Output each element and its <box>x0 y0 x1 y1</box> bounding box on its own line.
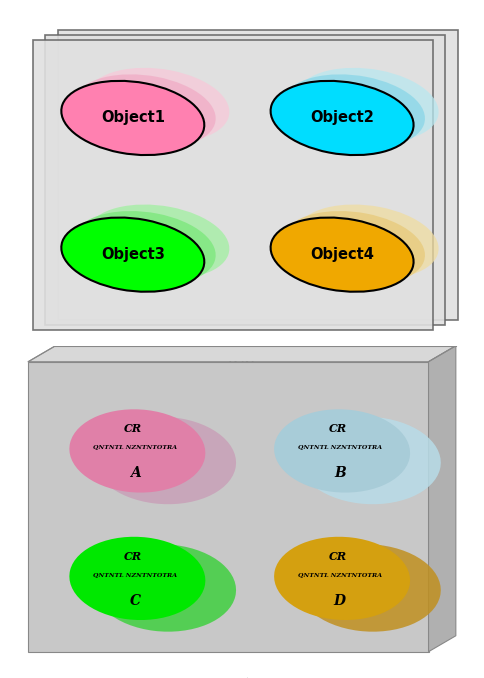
Ellipse shape <box>271 81 414 155</box>
FancyBboxPatch shape <box>58 30 458 320</box>
Ellipse shape <box>73 211 216 285</box>
Text: ƒØƒ: ƒØƒ <box>227 356 257 374</box>
Text: QNTNTL NZNTNTΟTRA: QNTNTL NZNTNTΟTRA <box>93 573 177 578</box>
FancyBboxPatch shape <box>28 362 428 652</box>
Ellipse shape <box>73 75 216 148</box>
FancyBboxPatch shape <box>45 35 445 325</box>
Ellipse shape <box>298 417 441 504</box>
Ellipse shape <box>274 537 410 620</box>
Ellipse shape <box>61 218 204 292</box>
Ellipse shape <box>274 410 410 493</box>
Ellipse shape <box>271 218 414 292</box>
Text: Object3: Object3 <box>101 247 165 262</box>
Text: Object2: Object2 <box>310 111 374 125</box>
Ellipse shape <box>93 417 236 504</box>
Polygon shape <box>28 346 456 362</box>
Text: D: D <box>334 594 346 607</box>
Text: B: B <box>334 466 346 480</box>
Text: CR: CR <box>329 551 347 561</box>
Ellipse shape <box>282 211 425 285</box>
Ellipse shape <box>61 81 204 155</box>
Ellipse shape <box>86 205 229 279</box>
Text: A: A <box>130 466 140 480</box>
Ellipse shape <box>69 410 205 493</box>
Text: QNTNTL NZNTNTΟTRA: QNTNTL NZNTNTΟTRA <box>93 445 177 450</box>
FancyBboxPatch shape <box>33 40 433 330</box>
Text: CR: CR <box>124 551 142 561</box>
Ellipse shape <box>69 537 205 620</box>
Ellipse shape <box>298 544 441 632</box>
Text: CR: CR <box>124 423 142 434</box>
Ellipse shape <box>296 205 439 279</box>
Text: QNTNTL NZNTNTΟTRA: QNTNTL NZNTNTΟTRA <box>298 445 382 450</box>
Text: QNTNTL NZNTNTΟTRA: QNTNTL NZNTNTΟTRA <box>298 573 382 578</box>
Ellipse shape <box>282 75 425 148</box>
Text: CR: CR <box>329 423 347 434</box>
Text: Object4: Object4 <box>310 247 374 262</box>
Text: Object1: Object1 <box>101 111 165 125</box>
Polygon shape <box>428 346 456 652</box>
Ellipse shape <box>93 544 236 632</box>
Ellipse shape <box>296 68 439 142</box>
Text: C: C <box>130 594 140 607</box>
Ellipse shape <box>86 68 229 142</box>
